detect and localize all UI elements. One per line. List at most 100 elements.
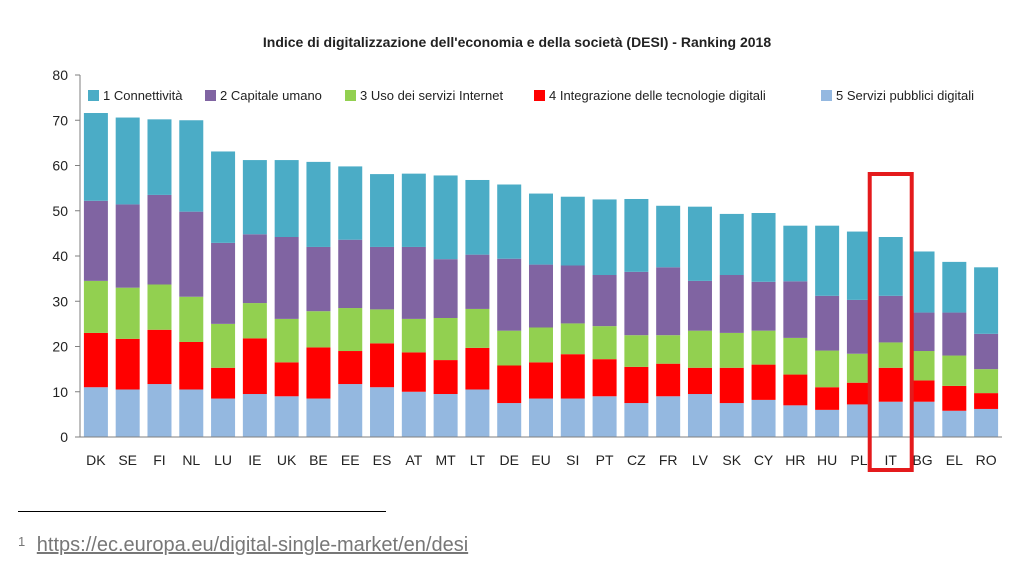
y-tick-label: 30 <box>52 293 68 309</box>
bar-segment-hu-s1 <box>815 409 840 437</box>
bar-segment-si-s2 <box>560 354 585 399</box>
x-tick-label: LV <box>692 452 709 468</box>
bar-segment-nl-s4 <box>179 211 204 297</box>
italy-highlight-box <box>867 172 914 472</box>
legend-swatch <box>534 90 545 101</box>
bar-segment-se-s1 <box>115 389 140 437</box>
x-tick-label: SI <box>566 452 579 468</box>
x-axis: DK SE FI NL LU IE UK BE EE ES AT MT LT DE EU SI PT CZ FR LV… <box>80 436 1002 468</box>
bar-segment-ee-s3 <box>338 308 363 352</box>
bar-segment-se-s4 <box>115 204 140 288</box>
bar-segment-nl-s1 <box>179 389 204 437</box>
bar-segment-hu-s3 <box>815 350 840 388</box>
bar-segment-nl-s3 <box>179 296 204 342</box>
x-tick-label: LU <box>214 452 232 468</box>
bar-segment-cz-s1 <box>624 403 649 437</box>
x-tick-label: SK <box>722 452 741 468</box>
bar-segment-it-s2 <box>878 367 903 402</box>
footnote: 1 https://ec.europa.eu/digital-single-ma… <box>18 534 468 557</box>
bar-segment-mt-s2 <box>433 360 458 395</box>
bar-segment-at-s4 <box>401 246 426 319</box>
bar-segment-ee-s1 <box>338 384 363 437</box>
bar-segment-el-s3 <box>942 355 967 386</box>
bar-segment-eu-s1 <box>529 398 553 437</box>
bar-segment-de-s3 <box>497 330 522 366</box>
bar-segment-fi-s4 <box>147 194 172 285</box>
bar-segment-nl-s5 <box>179 120 204 212</box>
bar-segment-si-s4 <box>560 265 585 324</box>
y-axis: 0 10 20 30 40 50 60 70 80 <box>52 67 81 445</box>
bar-segment-hu-s5 <box>815 225 840 296</box>
x-tick-label: EL <box>946 452 963 468</box>
x-tick-label: HU <box>817 452 837 468</box>
bar-segment-lu-s1 <box>211 398 236 437</box>
bar-segment-ro-s3 <box>974 369 999 394</box>
bar-segment-uk-s4 <box>274 237 299 319</box>
bar-segment-sk-s5 <box>719 213 744 276</box>
bar-segment-hr-s2 <box>783 374 808 406</box>
bar-segment-dk-s4 <box>83 200 108 281</box>
bar-segment-eu-s5 <box>529 193 553 265</box>
bar-segment-pt-s4 <box>592 275 617 327</box>
bar-segment-be-s2 <box>306 347 331 399</box>
x-tick-label: IT <box>884 452 897 468</box>
bar-segment-cy-s2 <box>751 364 776 400</box>
x-tick-label: DK <box>86 452 106 468</box>
x-tick-label: HR <box>785 452 805 468</box>
bar-segment-sk-s2 <box>719 367 744 404</box>
chart-legend: 1 Connettività 2 Capitale umano 3 Uso dei … <box>88 88 974 103</box>
bar-segment-fr-s1 <box>656 396 681 437</box>
bar-segment-se-s2 <box>115 338 140 390</box>
bar-segment-pt-s5 <box>592 199 617 276</box>
bar-segment-hr-s3 <box>783 337 808 375</box>
bar-segment-es-s5 <box>370 174 395 247</box>
footnote-link[interactable]: https://ec.europa.eu/digital-single-mark… <box>36 534 469 556</box>
legend-label: 5 Servizi pubblici digitali <box>836 88 974 103</box>
bar-segment-ee-s4 <box>338 239 363 309</box>
bar-segment-fr-s3 <box>656 335 681 364</box>
footnote-divider <box>18 511 386 512</box>
bar-segment-mt-s1 <box>433 394 458 437</box>
y-tick-label: 40 <box>52 248 68 264</box>
bar-segment-el-s5 <box>942 261 967 313</box>
bar-segment-eu-s4 <box>529 264 553 328</box>
bar-segment-mt-s5 <box>433 175 458 260</box>
bar-segment-es-s1 <box>370 387 395 437</box>
bar-segment-ie-s2 <box>242 338 267 395</box>
bar-segment-es-s4 <box>370 246 395 310</box>
bar-segment-lt-s4 <box>465 254 490 309</box>
bar-segment-es-s2 <box>370 343 395 388</box>
x-tick-label: CZ <box>627 452 646 468</box>
bar-segment-lt-s2 <box>465 347 490 390</box>
bar-segment-it-s1 <box>878 401 903 437</box>
bar-segment-pl-s1 <box>846 404 871 437</box>
legend-swatch <box>821 90 832 101</box>
bar-segment-bg-s5 <box>910 251 935 313</box>
bar-segment-nl-s2 <box>179 341 204 390</box>
x-tick-label: UK <box>277 452 297 468</box>
x-tick-label: SE <box>118 452 137 468</box>
bar-segment-at-s3 <box>401 318 426 353</box>
bar-segment-pl-s2 <box>846 382 871 405</box>
bar-segment-bg-s4 <box>910 312 935 352</box>
bar-segment-pt-s3 <box>592 326 617 360</box>
bar-segment-be-s4 <box>306 246 331 312</box>
bar-segment-lv-s1 <box>687 394 712 437</box>
bar-segment-cz-s3 <box>624 335 649 367</box>
legend-label: 3 Uso dei servizi Internet <box>360 88 503 103</box>
bar-segment-de-s5 <box>497 184 522 259</box>
footnote-marker: 1 <box>18 534 26 549</box>
bar-segment-lt-s1 <box>465 389 490 437</box>
bar-segment-lv-s2 <box>687 367 712 395</box>
bar-segment-fi-s1 <box>147 384 172 437</box>
bar-segment-ie-s3 <box>242 303 267 339</box>
bar-segment-lv-s4 <box>687 280 712 331</box>
bar-segment-cy-s1 <box>751 399 776 437</box>
x-tick-label: LT <box>470 452 486 468</box>
x-tick-label: EU <box>531 452 550 468</box>
bar-segment-cz-s5 <box>624 198 649 272</box>
bar-segment-pl-s4 <box>846 299 871 354</box>
bar-segment-pl-s5 <box>846 231 871 300</box>
bar-segment-de-s1 <box>497 403 522 437</box>
bar-segment-ee-s2 <box>338 351 363 385</box>
